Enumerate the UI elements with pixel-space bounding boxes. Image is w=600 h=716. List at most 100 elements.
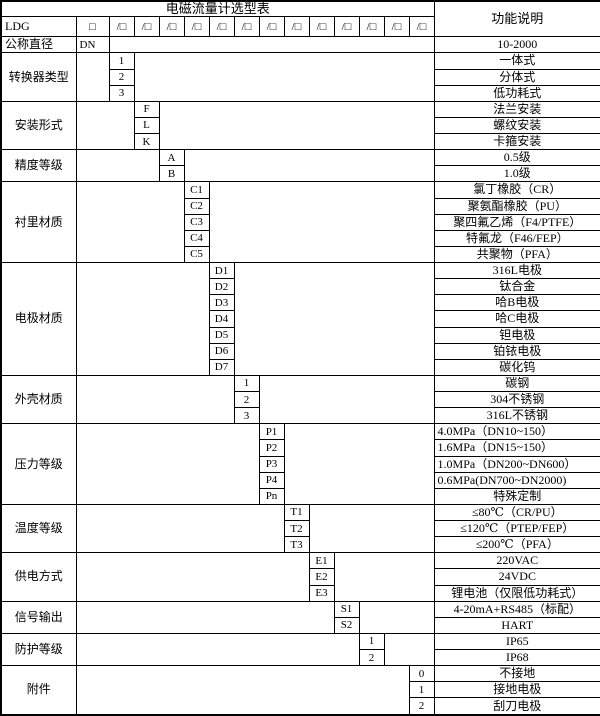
section-row: T3 ≤200℃（PFA） [1, 536, 600, 554]
desc-cell: 哈B电极 [433, 294, 600, 312]
left-span-cell [75, 100, 135, 151]
section-row: K 卡箍安装 [1, 133, 600, 151]
left-span-cell [75, 423, 260, 505]
desc-cell: HART [433, 616, 600, 634]
right-span-cell [283, 423, 435, 505]
code-cell: K [133, 133, 160, 151]
left-span-cell [75, 665, 410, 716]
desc-cell: 不接地 [433, 665, 600, 683]
left-span-cell [75, 600, 335, 634]
code-cell: E3 [308, 584, 335, 602]
section-row: D3 哈B电极 [1, 294, 600, 312]
code-cell: C3 [183, 213, 210, 231]
code-cell: DN [75, 36, 110, 54]
desc-cell: 碳化钨 [433, 358, 600, 376]
right-span-cell [158, 100, 435, 151]
diameter-row: 公称直径 DN 10-2000 [0, 36, 600, 54]
right-span-cell [208, 181, 435, 264]
right-span-cell [133, 52, 435, 102]
left-span-cell [75, 149, 160, 183]
code-cell: P1 [258, 423, 285, 441]
desc-cell: 卡箍安装 [433, 133, 600, 151]
code-cell: Pn [258, 487, 285, 505]
desc-cell: 低功耗式 [433, 84, 600, 102]
desc-cell: ≤200℃（PFA） [433, 536, 600, 554]
desc-cell: 氯丁橡胶（CR） [433, 181, 600, 199]
section-row: 电极材质 D1 316L电极 [0, 262, 600, 376]
section-row: 3 低功耗式 [1, 84, 600, 102]
model-slot-box: /□ [308, 16, 335, 38]
desc-cell: 共聚物（PFA） [433, 245, 600, 264]
model-slot-box: /□ [358, 16, 385, 38]
section-row: 衬里材质 C1 氯丁橡胶（CR） [0, 181, 600, 264]
desc-cell: IP68 [433, 649, 600, 667]
code-cell: 3 [233, 407, 260, 425]
model-slot-box: /□ [158, 16, 185, 38]
code-cell: 2 [108, 68, 135, 86]
section-label: 附件 [0, 665, 77, 716]
code-cell: C2 [183, 197, 210, 215]
desc-cell: 法兰安装 [433, 100, 600, 118]
left-span-cell [75, 52, 110, 102]
section-row: 防护等级 1 IP65 [0, 632, 600, 667]
desc-cell: 4.0MPa（DN10~150） [433, 423, 600, 441]
desc-cell: 316L不锈钢 [433, 407, 600, 425]
model-slot-box: /□ [258, 16, 285, 38]
desc-cell: 1.0级 [433, 165, 600, 183]
desc-cell: ≤80℃（CR/PU） [433, 503, 600, 522]
code-cell: C4 [183, 229, 210, 247]
model-base-box: □ [75, 16, 110, 38]
code-cell: T2 [283, 520, 310, 538]
section-label: 压力等级 [0, 423, 77, 505]
desc-cell: 4-20mA+RS485（标配） [433, 600, 600, 618]
desc-cell: 一体式 [433, 52, 600, 70]
desc-cell: 聚氨酯橡胶（PU） [433, 197, 600, 215]
desc-cell: 24VDC [433, 568, 600, 586]
section-row: C5 共聚物（PFA） [1, 245, 600, 264]
desc-cell: 220VAC [433, 552, 600, 570]
section-row: D5 钽电极 [1, 326, 600, 344]
code-cell: L [133, 116, 160, 135]
code-cell: T3 [283, 536, 310, 554]
desc-cell: 304不锈钢 [433, 391, 600, 409]
desc-cell: 锂电池（仅限低功耗式） [433, 584, 600, 602]
code-cell: C5 [183, 245, 210, 264]
code-cell: P2 [258, 439, 285, 457]
desc-cell: 10-2000 [433, 36, 600, 54]
desc-cell: 0.6MPa(DN700~DN2000) [433, 471, 600, 489]
model-slot-box: /□ [133, 16, 160, 38]
section-row: 外壳材质 1 碳钢 [0, 374, 600, 425]
model-slot-box: /□ [108, 16, 135, 38]
section-row: 精度等级 A 0.5级 [0, 149, 600, 183]
section-row: B 1.0级 [1, 165, 600, 183]
code-cell: D6 [208, 342, 235, 360]
section-row: 2 分体式 [1, 68, 600, 86]
section-row: D6 铂铱电极 [1, 342, 600, 360]
code-cell: A [158, 149, 185, 167]
desc-cell: 特氟龙（F46/FEP） [433, 229, 600, 247]
right-span-cell [258, 374, 435, 425]
desc-cell: ≤120℃（PTEP/FEP） [433, 520, 600, 538]
code-cell: D4 [208, 310, 235, 328]
code-cell: T1 [283, 503, 310, 522]
section-row: 1 接地电极 [1, 681, 600, 699]
model-slot-box: /□ [208, 16, 235, 38]
code-cell: 0 [408, 665, 435, 683]
code-cell: 2 [358, 649, 385, 667]
section-label: 转换器类型 [0, 52, 77, 102]
section-row: 信号输出 S1 4-20mA+RS485（标配） [0, 600, 600, 634]
code-cell: S2 [333, 616, 360, 634]
code-cell: S1 [333, 600, 360, 618]
code-cell: P4 [258, 471, 285, 489]
section-row: 温度等级 T1 ≤80℃（CR/PU） [0, 503, 600, 554]
desc-cell: 接地电极 [433, 681, 600, 699]
section-row: 附件 0 不接地 [0, 665, 600, 716]
left-span-cell [75, 552, 310, 602]
desc-cell: 哈C电极 [433, 310, 600, 328]
code-cell: E2 [308, 568, 335, 586]
section-row: C4 特氟龙（F46/FEP） [1, 229, 600, 247]
section-row: T2 ≤120℃（PTEP/FEP） [1, 520, 600, 538]
section-label: 电极材质 [0, 262, 77, 376]
desc-cell: 钛合金 [433, 278, 600, 296]
